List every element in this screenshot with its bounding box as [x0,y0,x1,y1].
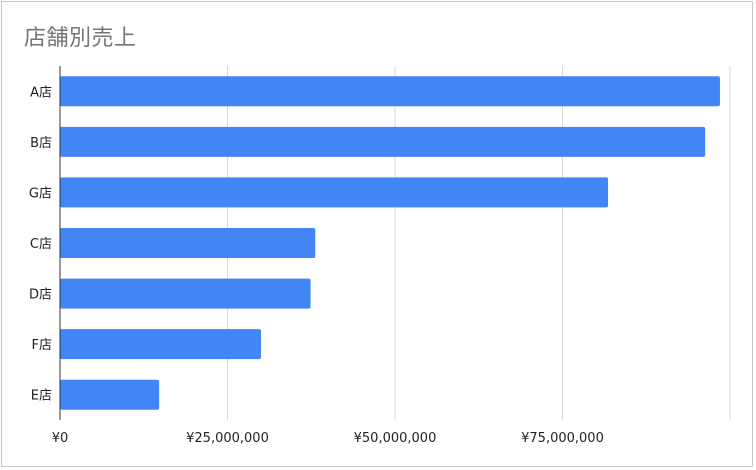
bar-4 [60,278,311,309]
chart-title: 店舗別売上 [24,26,137,51]
x-tick-label: ¥50,000,000 [354,431,437,446]
bar-5 [60,329,261,360]
x-tick-label: ¥0 [52,431,69,446]
category-label: F店 [32,338,52,353]
bar-6 [60,379,160,410]
category-label: E店 [31,389,52,404]
category-label: D店 [29,288,52,303]
bar-2 [60,177,609,208]
x-tick-label: ¥75,000,000 [521,431,604,446]
category-label: G店 [29,186,52,201]
bar-0 [60,76,720,107]
category-label: C店 [30,237,52,252]
category-label: B店 [30,136,52,151]
x-tick-label: ¥25,000,000 [186,431,269,446]
bar-1 [60,126,706,157]
bar-3 [60,228,316,258]
category-label: A店 [30,85,52,100]
